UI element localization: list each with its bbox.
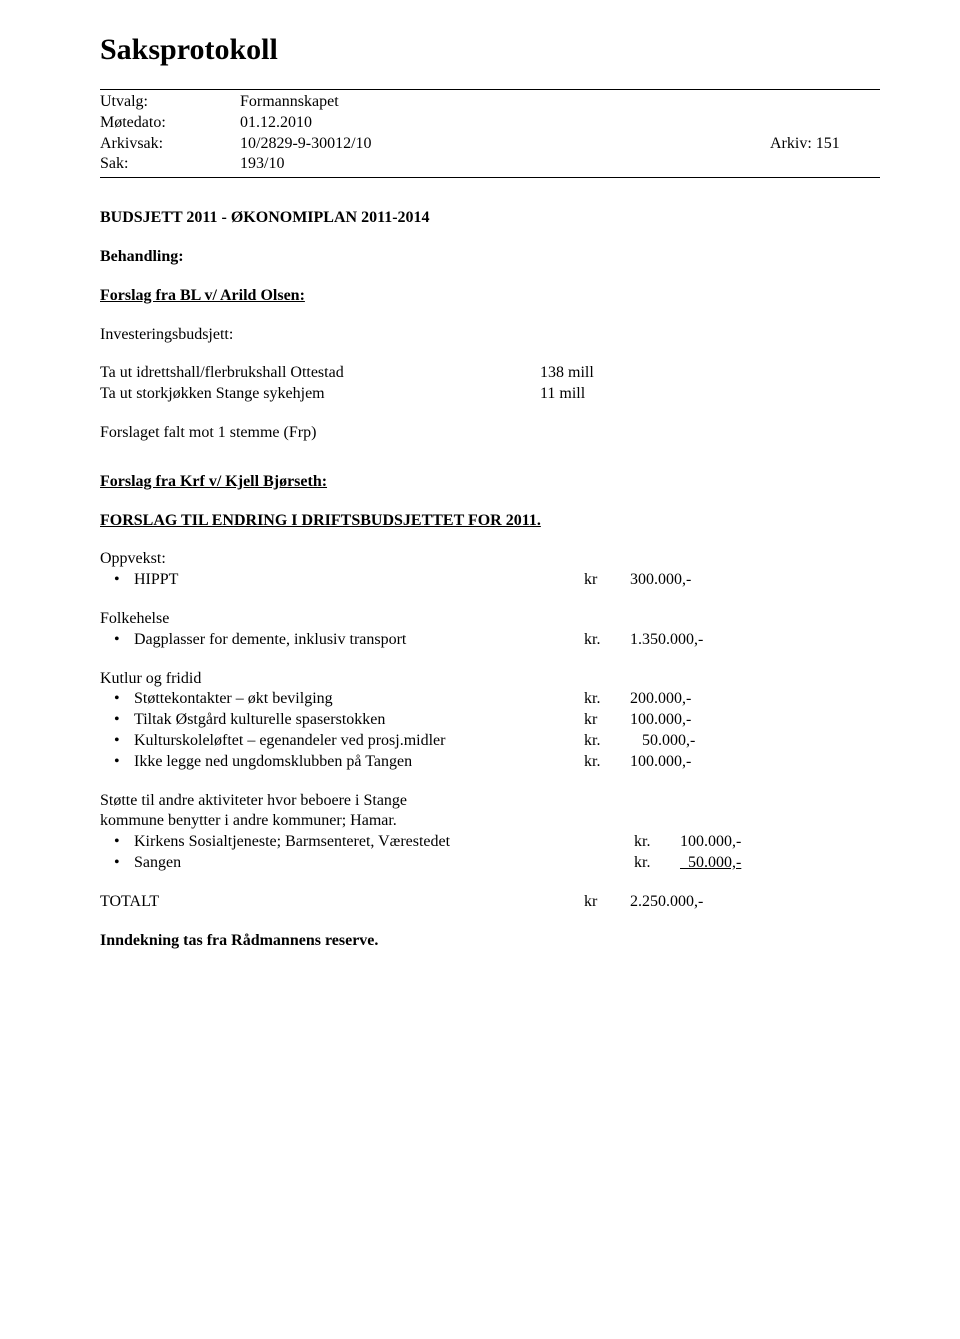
bullet-icon: • xyxy=(100,689,134,710)
item-label: HIPPT xyxy=(134,570,584,591)
meta-value: 10/2829-9-30012/10 xyxy=(240,134,440,155)
bullet-icon: • xyxy=(100,731,134,752)
item-amount: 100.000,- xyxy=(630,752,760,773)
item-currency: kr. xyxy=(634,832,680,853)
item-label: Ikke legge ned ungdomsklubben på Tangen xyxy=(134,752,584,773)
support-intro-line: kommune benytter i andre kommuner; Hamar… xyxy=(100,811,880,832)
item-label: Kulturskoleløftet – egenandeler ved pros… xyxy=(134,731,584,752)
item-amount: 200.000,- xyxy=(630,689,760,710)
bullet-icon: • xyxy=(100,752,134,773)
item-currency: kr. xyxy=(634,853,680,874)
item-currency: kr. xyxy=(584,752,630,773)
group-title: Kutlur og fridid xyxy=(100,669,880,690)
bullet-icon: • xyxy=(100,710,134,731)
item-amount: 100.000,- xyxy=(680,832,810,853)
invest-value: 138 mill xyxy=(540,363,680,384)
total-amount: 2.250.000,- xyxy=(630,892,760,913)
list-item: • Kirkens Sosialtjeneste; Barmsenteret, … xyxy=(100,832,880,853)
group-title: Oppvekst: xyxy=(100,549,880,570)
meta-row-utvalg: Utvalg: Formannskapet xyxy=(100,92,880,113)
item-label: Tiltak Østgård kulturelle spaserstokken xyxy=(134,710,584,731)
item-amount: 50.000,- xyxy=(630,731,760,752)
total-currency: kr xyxy=(584,892,630,913)
invest-row: Ta ut storkjøkken Stange sykehjem 11 mil… xyxy=(100,384,880,405)
meta-value: 01.12.2010 xyxy=(240,113,312,134)
forslag-krf-heading: Forslag fra Krf v/ Kjell Bjørseth: xyxy=(100,472,880,493)
forslag-krf-subhead: FORSLAG TIL ENDRING I DRIFTSBUDSJETTET F… xyxy=(100,511,880,532)
page-title: Saksprotokoll xyxy=(100,30,880,69)
footer-note: Inndekning tas fra Rådmannens reserve. xyxy=(100,931,880,952)
meta-row-arkivsak: Arkivsak: 10/2829-9-30012/10 Arkiv: 151 xyxy=(100,134,880,155)
list-item: • Sangen kr. 50.000,- xyxy=(100,853,880,874)
meta-row-sak: Sak: 193/10 xyxy=(100,154,880,175)
item-amount: 100.000,- xyxy=(630,710,760,731)
total-label: TOTALT xyxy=(100,892,584,913)
group-kultur: Kutlur og fridid • Støttekontakter – økt… xyxy=(100,669,880,773)
arkiv-label: Arkiv: 151 xyxy=(770,134,880,155)
list-item: • Dagplasser for demente, inklusiv trans… xyxy=(100,630,880,651)
list-item: • Støttekontakter – økt bevilging kr. 20… xyxy=(100,689,880,710)
meta-label: Utvalg: xyxy=(100,92,240,113)
invest-row: Ta ut idrettshall/flerbrukshall Ottestad… xyxy=(100,363,880,384)
bullet-icon: • xyxy=(100,570,134,591)
group-folkehelse: Folkehelse • Dagplasser for demente, ink… xyxy=(100,609,880,651)
bullet-icon: • xyxy=(100,853,134,874)
list-item: • HIPPT kr 300.000,- xyxy=(100,570,880,591)
invest-rows: Ta ut idrettshall/flerbrukshall Ottestad… xyxy=(100,363,880,405)
item-currency: kr xyxy=(584,570,630,591)
list-item: • Tiltak Østgård kulturelle spaserstokke… xyxy=(100,710,880,731)
forslag-bl-result: Forslaget falt mot 1 stemme (Frp) xyxy=(100,423,880,444)
bullet-icon: • xyxy=(100,630,134,651)
item-label: Støttekontakter – økt bevilging xyxy=(134,689,584,710)
group-title: Folkehelse xyxy=(100,609,880,630)
invest-value: 11 mill xyxy=(540,384,680,405)
forslag-bl-heading: Forslag fra BL v/ Arild Olsen: xyxy=(100,286,880,307)
item-label: Sangen xyxy=(134,853,634,874)
meta-row-motedato: Møtedato: 01.12.2010 xyxy=(100,113,880,134)
bullet-icon: • xyxy=(100,832,134,853)
item-label: Dagplasser for demente, inklusiv transpo… xyxy=(134,630,584,651)
item-label: Kirkens Sosialtjeneste; Barmsenteret, Væ… xyxy=(134,832,634,853)
meta-label: Sak: xyxy=(100,154,240,175)
item-currency: kr. xyxy=(584,689,630,710)
invest-subhead: Investeringsbudsjett: xyxy=(100,325,880,346)
group-oppvekst: Oppvekst: • HIPPT kr 300.000,- xyxy=(100,549,880,591)
item-currency: kr xyxy=(584,710,630,731)
support-block: Støtte til andre aktiviteter hvor beboer… xyxy=(100,791,880,874)
invest-label: Ta ut storkjøkken Stange sykehjem xyxy=(100,384,540,405)
meta-block: Utvalg: Formannskapet Møtedato: 01.12.20… xyxy=(100,89,880,178)
item-amount: 1.350.000,- xyxy=(630,630,760,651)
behandling-label: Behandling: xyxy=(100,247,880,268)
list-item: • Kulturskoleløftet – egenandeler ved pr… xyxy=(100,731,880,752)
meta-value: Formannskapet xyxy=(240,92,339,113)
doc-heading: BUDSJETT 2011 - ØKONOMIPLAN 2011-2014 xyxy=(100,208,880,229)
item-currency: kr. xyxy=(584,630,630,651)
list-item: • Ikke legge ned ungdomsklubben på Tange… xyxy=(100,752,880,773)
support-intro-line: Støtte til andre aktiviteter hvor beboer… xyxy=(100,791,880,812)
total-row: TOTALT kr 2.250.000,- xyxy=(100,892,880,913)
item-currency: kr. xyxy=(584,731,630,752)
meta-label: Arkivsak: xyxy=(100,134,240,155)
meta-value: 193/10 xyxy=(240,154,284,175)
meta-label: Møtedato: xyxy=(100,113,240,134)
item-amount: 50.000,- xyxy=(680,853,810,874)
invest-label: Ta ut idrettshall/flerbrukshall Ottestad xyxy=(100,363,540,384)
item-amount: 300.000,- xyxy=(630,570,760,591)
